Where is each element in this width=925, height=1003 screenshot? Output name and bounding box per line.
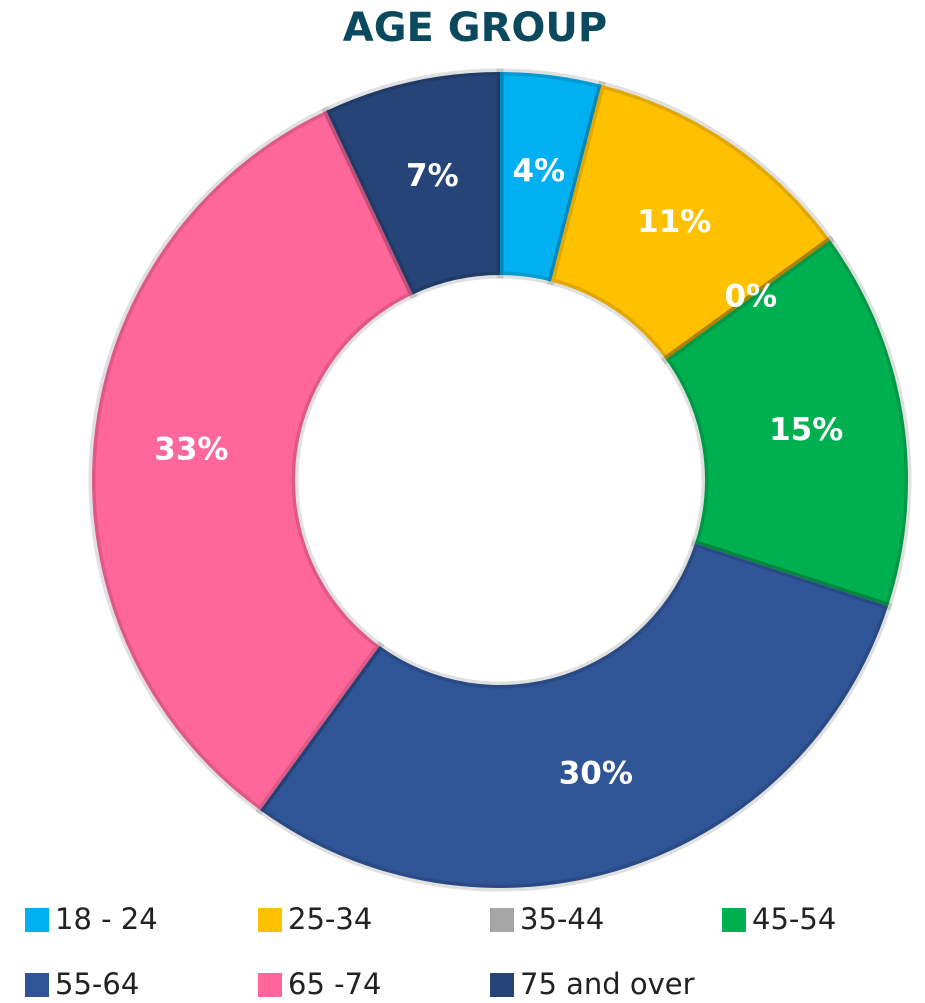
legend-label: 75 and over [520, 967, 695, 999]
legend-swatch [490, 973, 514, 997]
legend-label: 55-64 [55, 967, 139, 999]
legend-swatch [722, 908, 746, 932]
legend-label: 25-34 [288, 902, 372, 936]
value-label: 15% [769, 412, 843, 448]
value-label: 7% [406, 158, 459, 194]
value-label: 0% [724, 278, 777, 314]
slice [88, 106, 418, 815]
legend-label: 18 - 24 [55, 902, 158, 936]
legend-label: 45-54 [752, 902, 836, 936]
legend-label: 35-44 [520, 902, 604, 936]
legend-swatch [258, 908, 282, 932]
legend-swatch [490, 908, 514, 932]
slice [496, 68, 606, 286]
value-label: 4% [513, 153, 566, 189]
legend-swatch [25, 908, 49, 932]
slice [660, 235, 912, 611]
legend-swatch [25, 973, 49, 997]
legend-swatch [258, 973, 282, 997]
chart-title: AGE GROUP [343, 5, 607, 51]
value-label: 11% [637, 204, 711, 240]
slice [321, 68, 504, 300]
legend-label: 65 -74 [288, 967, 382, 999]
value-label: 33% [154, 431, 228, 467]
value-label: 30% [559, 755, 633, 791]
slice [546, 80, 835, 365]
slice [255, 538, 893, 892]
